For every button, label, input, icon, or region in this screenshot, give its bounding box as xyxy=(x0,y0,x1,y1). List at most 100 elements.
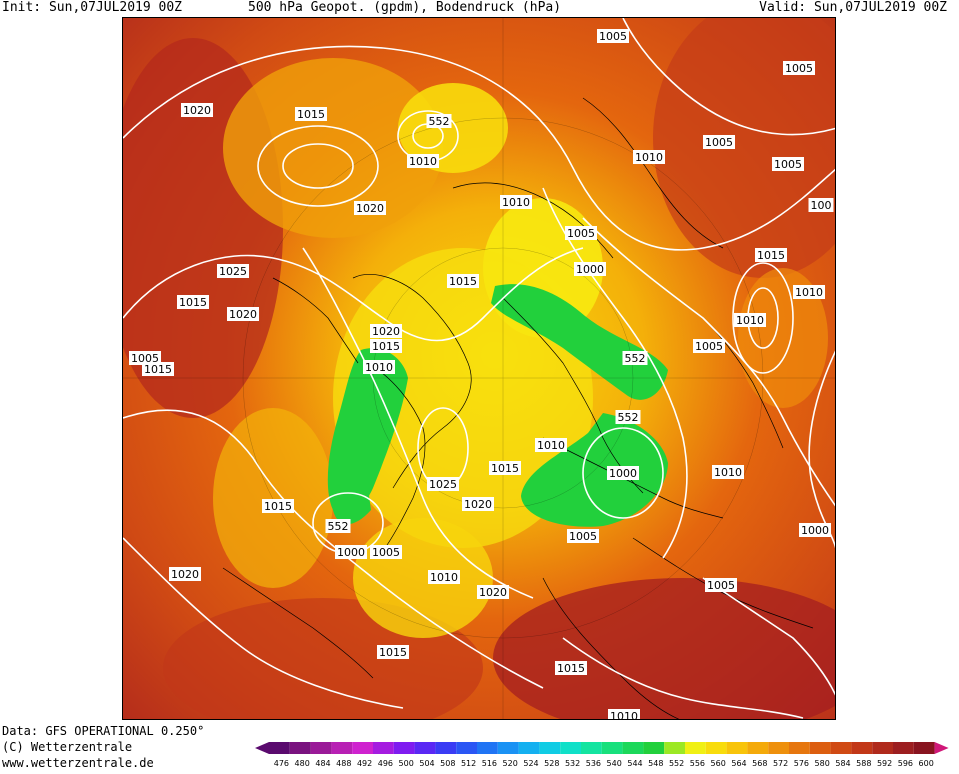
isobar-label-text: 1010 xyxy=(635,151,663,164)
legend-swatch xyxy=(726,742,748,754)
legend-arrow-low xyxy=(255,742,269,754)
isobar-label-text: 1020 xyxy=(356,202,384,215)
legend-swatch xyxy=(560,742,581,754)
legend-tick-label: 484 xyxy=(315,759,330,768)
isobar-label: 1005 xyxy=(567,529,599,543)
isobar-label: 1010 xyxy=(407,154,439,168)
init-time: Init: Sun,07JUL2019 00Z xyxy=(2,0,183,15)
legend-swatch xyxy=(872,742,893,754)
graticule xyxy=(123,18,835,719)
legend-tick-label: 524 xyxy=(523,759,538,768)
isobar-label: 1005 xyxy=(565,226,597,240)
legend-swatch xyxy=(539,742,561,754)
isobar-label: 1010 xyxy=(793,285,825,299)
legend-swatch xyxy=(643,742,665,754)
legend-tick-label: 572 xyxy=(773,759,788,768)
isobar-label-text: 1000 xyxy=(337,546,365,559)
isobar-label: 1005 xyxy=(597,29,629,43)
isobar-label-text: 552 xyxy=(328,520,349,533)
isobar-label: 1015 xyxy=(295,107,327,121)
isobar-label: 1005 xyxy=(370,545,402,559)
isobar-label-text: 1020 xyxy=(464,498,492,511)
legend-swatch xyxy=(477,742,498,754)
isobar-label-text: 1015 xyxy=(557,662,585,675)
legend-swatch xyxy=(289,742,311,754)
isobar-label: 1005 xyxy=(693,339,725,353)
isobar-label-text: 1015 xyxy=(757,249,785,262)
legend-tick-label: 520 xyxy=(503,759,518,768)
legend-swatch xyxy=(768,742,789,754)
isobar-label-text: 1025 xyxy=(219,265,247,278)
legend-swatch xyxy=(893,742,914,754)
isobar-label-text: 1015 xyxy=(144,363,172,376)
legend-swatch xyxy=(851,742,873,754)
legend-swatch xyxy=(913,742,935,754)
isobar-label-text: 1010 xyxy=(610,710,638,720)
legend-tick-label: 476 xyxy=(274,759,289,768)
legend-swatch xyxy=(664,742,685,754)
isobar-label: 552 xyxy=(426,114,452,128)
isobar-label: 552 xyxy=(325,519,351,533)
isobar-label-text: 1015 xyxy=(179,296,207,309)
isobar-label-text: 1015 xyxy=(372,340,400,353)
legend-swatch xyxy=(393,742,415,754)
isobar-label-text: 1015 xyxy=(449,275,477,288)
data-source: Data: GFS OPERATIONAL 0.250° xyxy=(2,724,205,738)
isobar-label: 1010 xyxy=(608,709,640,720)
legend-swatch xyxy=(622,742,644,754)
isobar-label: 1015 xyxy=(370,339,402,353)
legend-tick-label: 536 xyxy=(586,759,601,768)
isobar-label-text: 1015 xyxy=(491,462,519,475)
isobar-label: 1020 xyxy=(462,497,494,511)
legend-tick-label: 508 xyxy=(440,759,455,768)
isobar-label-text: 1010 xyxy=(430,571,458,584)
isobar-label-text: 1000 xyxy=(801,524,829,537)
map-canvas: 1005 1005 1020 1015 552 1010 1010 1005 1005 100 10… xyxy=(123,18,835,720)
isobar-label: 552 xyxy=(622,351,648,365)
isobar-label: 1015 xyxy=(555,661,587,675)
valid-time: Valid: Sun,07JUL2019 00Z xyxy=(759,0,947,15)
isobar-label: 1005 xyxy=(772,157,804,171)
legend-tick-label: 580 xyxy=(815,759,830,768)
isobar-label-text: 1020 xyxy=(229,308,257,321)
legend-tick-label: 488 xyxy=(336,759,351,768)
isobar-label: 1015 xyxy=(447,274,479,288)
legend-tick-label: 592 xyxy=(877,759,892,768)
isobar-label-text: 1025 xyxy=(429,478,457,491)
isobar-label: 1015 xyxy=(489,461,521,475)
legend-tick-label: 600 xyxy=(919,759,934,768)
isobar-label: 1000 xyxy=(574,262,606,276)
legend-tick-label: 588 xyxy=(856,759,871,768)
isobar-label-text: 1010 xyxy=(502,196,530,209)
legend-swatch xyxy=(830,742,852,754)
isobar-label-text: 1020 xyxy=(479,586,507,599)
legend-swatch xyxy=(747,742,769,754)
legend-tick-label: 532 xyxy=(565,759,580,768)
legend-tick-label: 516 xyxy=(482,759,497,768)
isobar-label: 1015 xyxy=(142,362,174,376)
isobar-label-layer: 1005 1005 1020 1015 552 1010 1010 1005 1005 100 10… xyxy=(129,29,834,720)
isobar-label: 1005 xyxy=(783,61,815,75)
legend-tick-label: 552 xyxy=(669,759,684,768)
legend-swatch xyxy=(331,742,353,754)
legend-swatch xyxy=(685,742,706,754)
legend-swatch xyxy=(269,742,290,754)
legend-tick-label: 528 xyxy=(544,759,559,768)
map-title: 500 hPa Geopot. (gpdm), Bodendruck (hPa) xyxy=(248,0,562,15)
isobar-label: 1025 xyxy=(217,264,249,278)
website-link[interactable]: www.wetterzentrale.de xyxy=(2,756,154,770)
isobar-label: 1010 xyxy=(500,195,532,209)
legend-swatch xyxy=(310,742,332,754)
isobar-label: 1020 xyxy=(169,567,201,581)
legend-canvas: 476 480 484 488 492 496 500 504 508 512 516 520 524 5… xyxy=(255,742,949,768)
legend-swatch xyxy=(456,742,477,754)
legend-swatch xyxy=(373,742,394,754)
legend-tick-label: 576 xyxy=(794,759,809,768)
legend-swatch xyxy=(518,742,540,754)
isobar-label-text: 1010 xyxy=(736,314,764,327)
weather-map[interactable]: 1005 1005 1020 1015 552 1010 1010 1005 1005 100 10… xyxy=(122,17,836,720)
isobar-label-text: 1005 xyxy=(705,136,733,149)
isobar-label: 1010 xyxy=(428,570,460,584)
legend-tick-label: 500 xyxy=(399,759,414,768)
isobar-label-text: 552 xyxy=(429,115,450,128)
